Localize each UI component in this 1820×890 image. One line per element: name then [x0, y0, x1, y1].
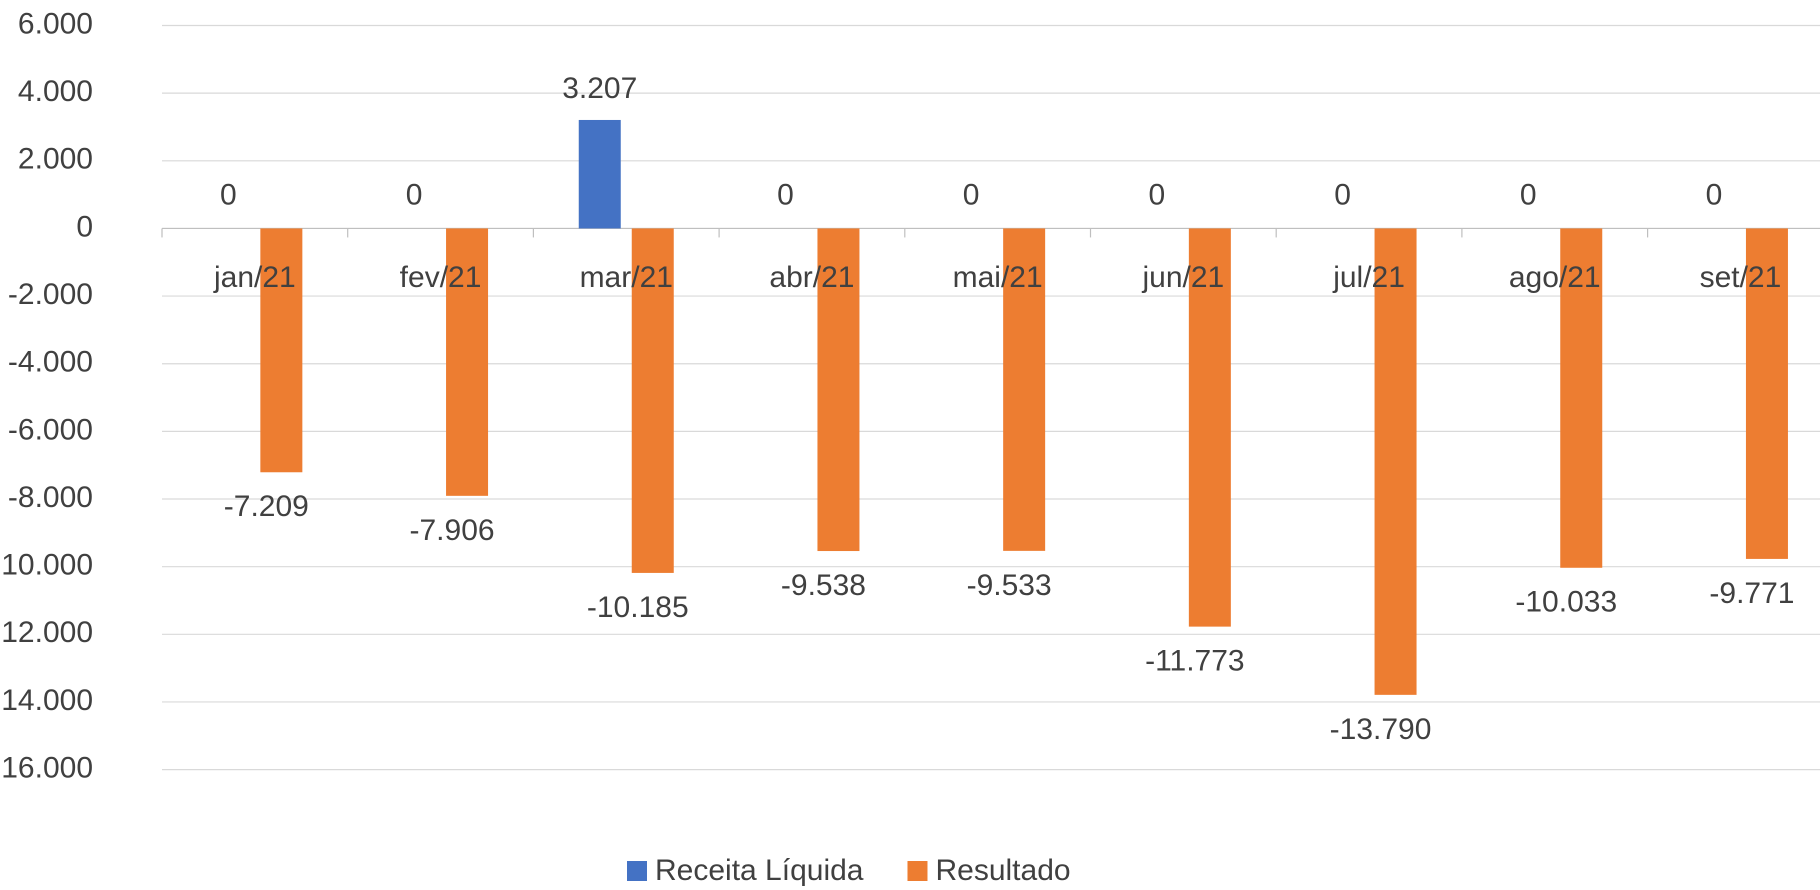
data-label: 0: [1149, 178, 1166, 211]
legend-label: Resultado: [935, 854, 1070, 887]
bar: [817, 228, 860, 552]
data-label: 0: [963, 178, 980, 211]
x-tick-label: fev/21: [400, 261, 482, 294]
data-label: 0: [1520, 178, 1537, 211]
data-label: -13.790: [1330, 713, 1432, 746]
y-tick-label: 6.000: [18, 7, 93, 40]
x-tick-label: jul/21: [1332, 261, 1405, 294]
x-tick-label: mai/21: [953, 261, 1043, 294]
data-label: -9.538: [781, 569, 866, 602]
data-label: -11.773: [1145, 645, 1245, 678]
x-tick-label: jun/21: [1141, 261, 1224, 294]
y-tick-label: -12.000: [0, 616, 93, 649]
y-tick-label: -14.000: [0, 684, 93, 717]
data-label: -9.771: [1709, 577, 1794, 610]
y-tick-label: -6.000: [8, 413, 93, 446]
bar: [1745, 228, 1788, 559]
x-tick-label: abr/21: [769, 261, 854, 294]
bar: [631, 228, 674, 573]
bar: [1374, 228, 1417, 695]
y-tick-label: -16.000: [0, 752, 93, 785]
data-label: 3.207: [562, 72, 637, 105]
y-tick-label: 0: [76, 210, 93, 243]
data-label: 0: [1706, 178, 1723, 211]
y-tick-label: -2.000: [8, 278, 93, 311]
bar: [446, 228, 489, 496]
data-label: 0: [777, 178, 794, 211]
data-label: 0: [1334, 178, 1351, 211]
data-label: -7.906: [410, 514, 495, 547]
bar: [1188, 228, 1231, 627]
y-tick-label: 2.000: [18, 143, 93, 176]
data-label: 0: [406, 178, 423, 211]
legend-swatch: [627, 861, 647, 881]
y-tick-label: -4.000: [8, 346, 93, 379]
bar: [1560, 228, 1603, 568]
bar: [1003, 228, 1046, 551]
y-tick-label: -10.000: [0, 549, 93, 582]
legend-label: Receita Líquida: [655, 854, 864, 887]
x-tick-label: set/21: [1700, 261, 1782, 294]
data-label: -7.209: [224, 490, 309, 523]
bar: [260, 228, 303, 473]
data-label: -10.185: [587, 591, 689, 624]
y-tick-label: -8.000: [8, 481, 93, 514]
x-tick-label: ago/21: [1509, 261, 1601, 294]
data-label: -10.033: [1515, 586, 1617, 619]
data-label: 0: [220, 178, 237, 211]
x-tick-label: jan/21: [213, 261, 296, 294]
legend-swatch: [907, 861, 928, 881]
bar: [578, 119, 621, 229]
data-label: -9.533: [967, 569, 1052, 602]
y-tick-label: 4.000: [18, 75, 93, 108]
x-tick-label: mar/21: [580, 261, 673, 294]
